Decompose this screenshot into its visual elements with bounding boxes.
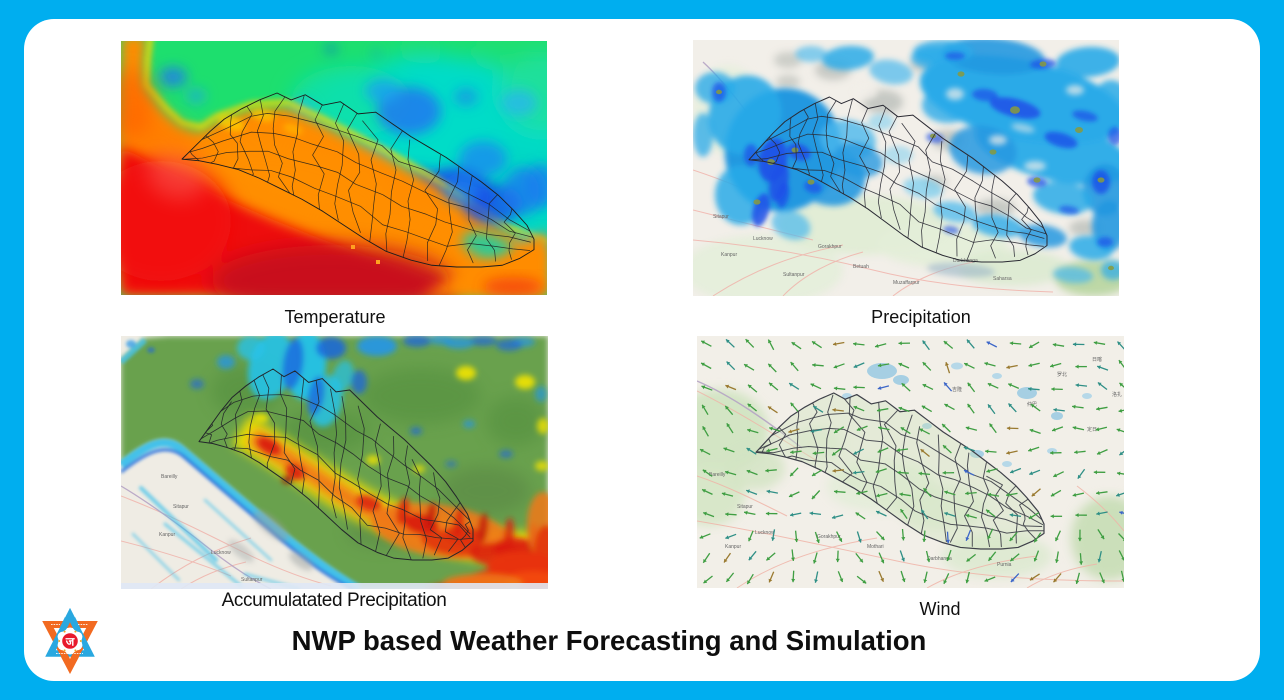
svg-text:Gorakhpur: Gorakhpur xyxy=(818,244,842,250)
svg-text:Kanpur: Kanpur xyxy=(721,252,737,258)
svg-text:洛扎: 洛扎 xyxy=(1112,391,1122,398)
svg-text:ज: ज xyxy=(65,637,75,649)
svg-text:Bareilly: Bareilly xyxy=(709,472,726,478)
svg-text:Lucknow: Lucknow xyxy=(755,530,775,536)
svg-text:Kanpur: Kanpur xyxy=(159,532,175,538)
svg-text:Saharsa: Saharsa xyxy=(993,276,1012,282)
svg-text:Kanpur: Kanpur xyxy=(725,544,741,550)
svg-text:Purnia: Purnia xyxy=(997,562,1012,568)
svg-text:Sultanpur: Sultanpur xyxy=(241,577,263,583)
svg-text:Sitapur: Sitapur xyxy=(713,214,729,220)
svg-text:Bareilly: Bareilly xyxy=(161,474,178,480)
svg-text:罗北: 罗北 xyxy=(1057,371,1067,378)
svg-text:Sultanpur: Sultanpur xyxy=(783,272,805,278)
svg-text:日喀: 日喀 xyxy=(1092,356,1102,363)
svg-text:Betuah: Betuah xyxy=(853,264,869,270)
svg-text:Lucknow: Lucknow xyxy=(753,236,773,242)
svg-text:Sitapur: Sitapur xyxy=(737,504,753,510)
svg-text:Gorakhpur: Gorakhpur xyxy=(817,534,841,540)
svg-text:Lucknow: Lucknow xyxy=(211,550,231,556)
svg-text:定日: 定日 xyxy=(1087,426,1097,433)
svg-text:吉隆: 吉隆 xyxy=(952,386,962,393)
svg-text:Sitapur: Sitapur xyxy=(173,504,189,510)
svg-text:Muzaffarpur: Muzaffarpur xyxy=(893,280,920,286)
svg-text:Darbhanga: Darbhanga xyxy=(927,556,952,562)
svg-text:Mothari: Mothari xyxy=(867,544,884,550)
